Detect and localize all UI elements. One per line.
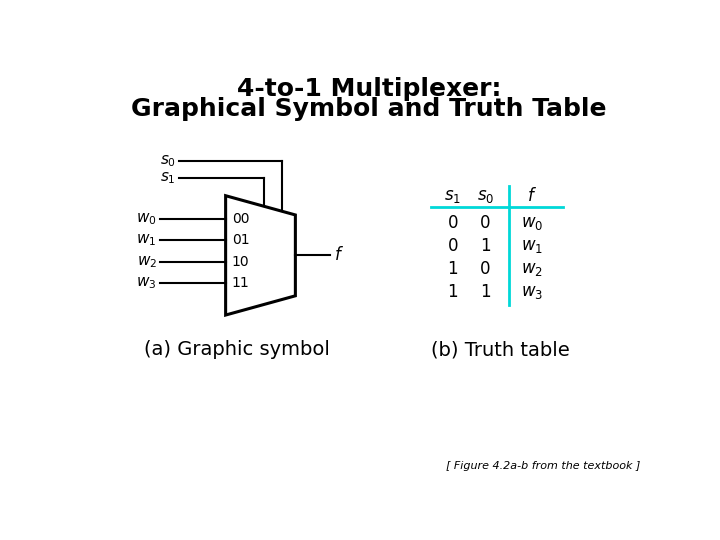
Text: 10: 10 (232, 255, 249, 269)
Text: $w_0$: $w_0$ (521, 214, 543, 232)
Text: $w_1$: $w_1$ (521, 237, 543, 255)
Text: $w_0$: $w_0$ (136, 211, 157, 227)
Text: (a) Graphic symbol: (a) Graphic symbol (144, 340, 330, 359)
Text: 0: 0 (447, 237, 458, 255)
Text: $f$: $f$ (527, 187, 536, 205)
Text: $s_0$: $s_0$ (160, 153, 176, 169)
Text: (b) Truth table: (b) Truth table (431, 340, 570, 359)
Text: 0: 0 (447, 214, 458, 232)
Text: $s_1$: $s_1$ (444, 187, 462, 205)
Text: 11: 11 (232, 276, 250, 291)
Text: $w_3$: $w_3$ (136, 275, 157, 292)
Text: $s_1$: $s_1$ (161, 170, 176, 186)
Text: 4-to-1 Multiplexer:: 4-to-1 Multiplexer: (237, 77, 501, 102)
Text: $w_3$: $w_3$ (521, 283, 543, 301)
Text: $w_2$: $w_2$ (137, 254, 157, 270)
Text: $w_1$: $w_1$ (137, 233, 157, 248)
Text: 1: 1 (447, 260, 458, 278)
Text: [ Figure 4.2a-b from the textbook ]: [ Figure 4.2a-b from the textbook ] (446, 461, 640, 471)
Text: 0: 0 (480, 214, 490, 232)
Text: $f$: $f$ (334, 246, 344, 265)
Text: 0: 0 (480, 260, 490, 278)
Text: 00: 00 (232, 212, 249, 226)
Text: $s_0$: $s_0$ (477, 187, 494, 205)
Text: 1: 1 (480, 283, 490, 301)
Text: 1: 1 (480, 237, 490, 255)
Text: $w_2$: $w_2$ (521, 260, 543, 278)
Text: Graphical Symbol and Truth Table: Graphical Symbol and Truth Table (131, 97, 607, 122)
Text: 1: 1 (447, 283, 458, 301)
Text: 01: 01 (232, 233, 249, 247)
